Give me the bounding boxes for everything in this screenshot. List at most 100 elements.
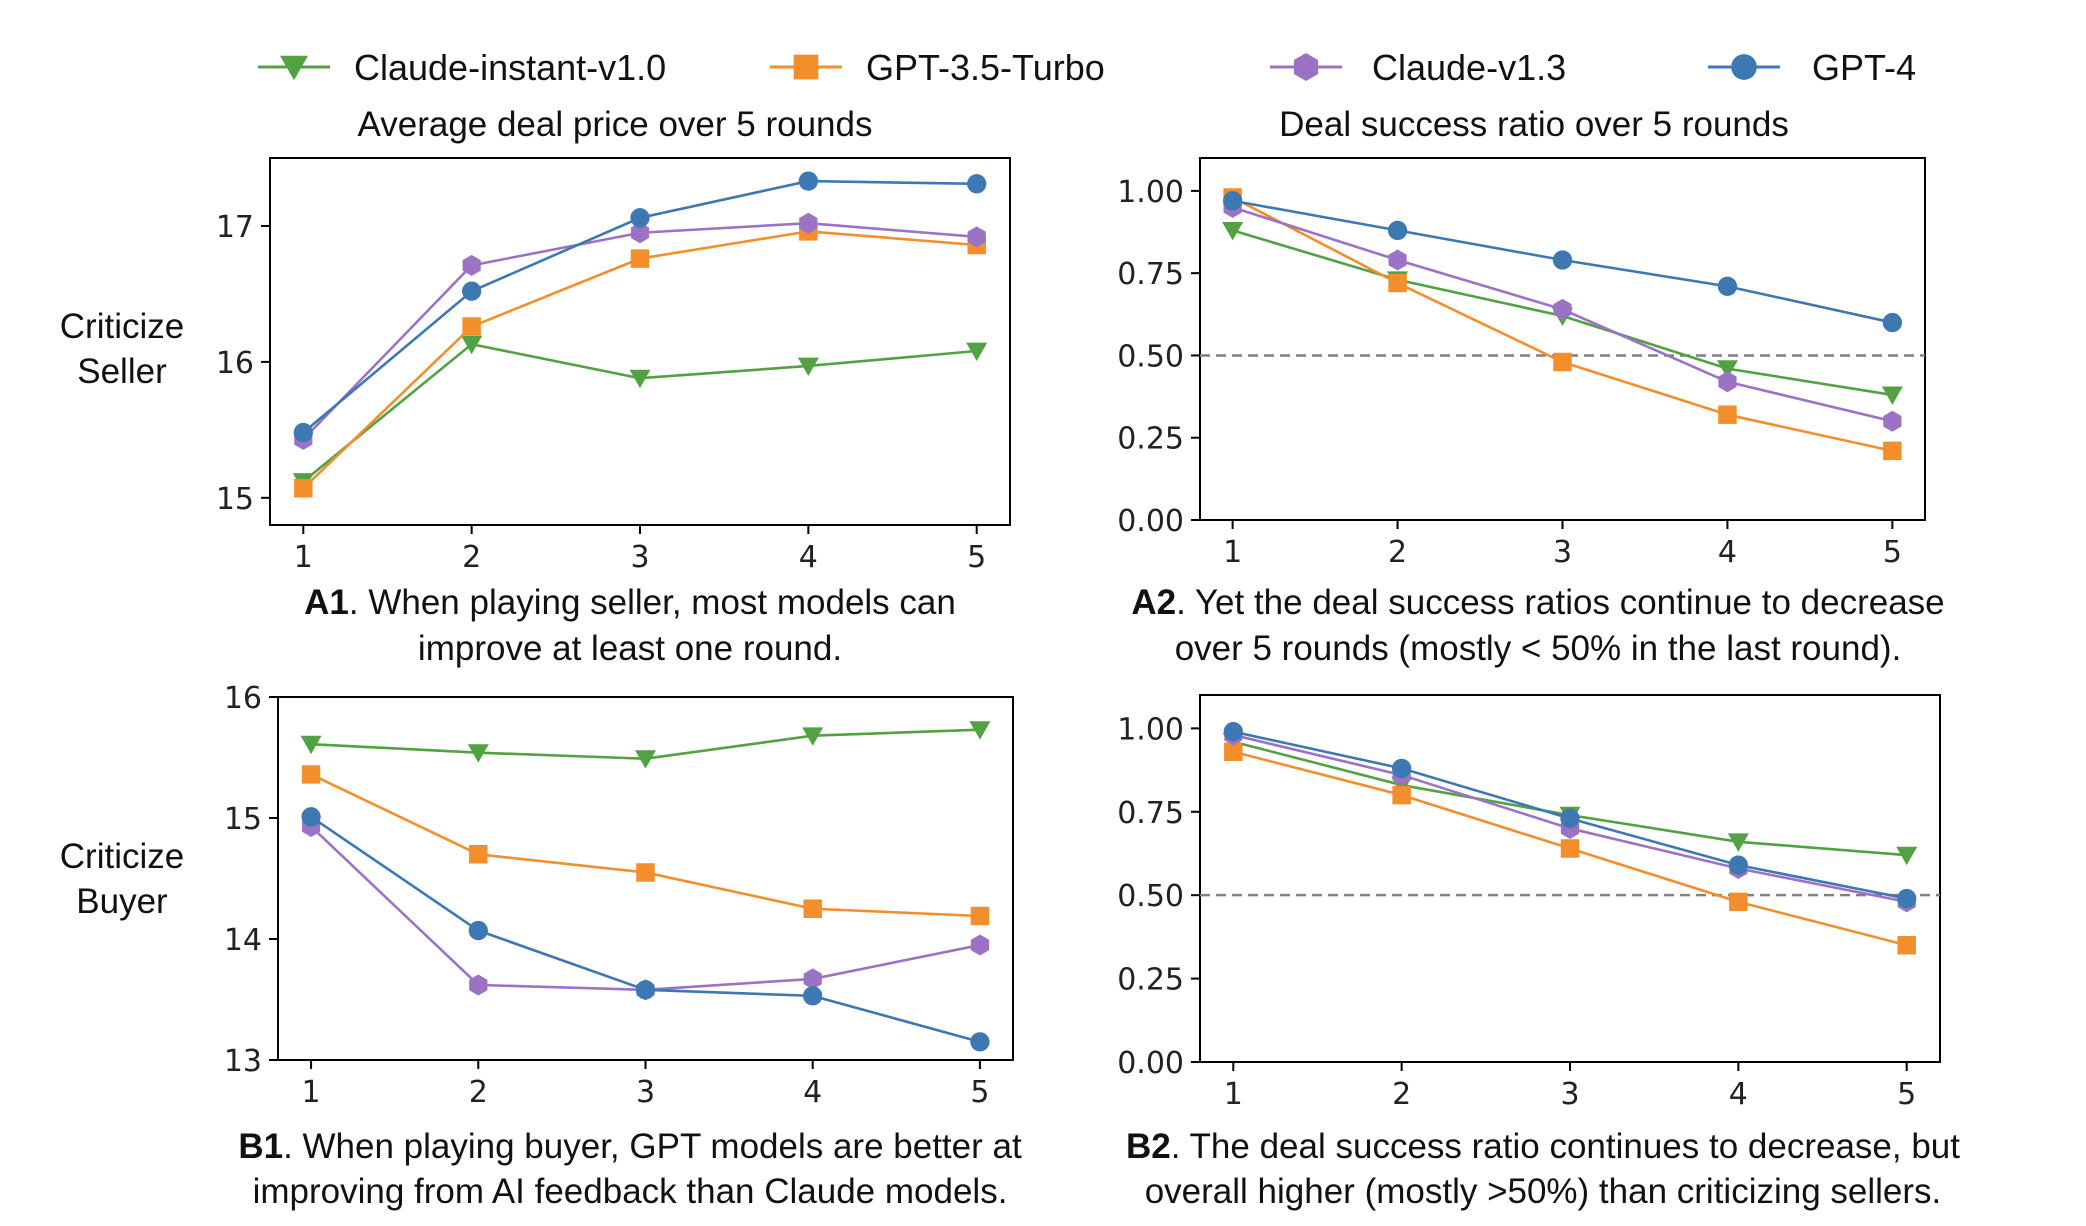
x-tick-label: 1	[1224, 1077, 1243, 1112]
data-point	[1897, 888, 1917, 909]
data-point	[803, 968, 822, 990]
series-claude-v1-3	[1223, 196, 1902, 432]
caption-a1-line2: improve at least one round.	[418, 629, 842, 668]
data-point	[293, 422, 313, 443]
x-tick-label: 2	[462, 540, 481, 575]
x-tick-label: 4	[1718, 535, 1737, 570]
row-label-buyer-line2: Buyer	[76, 882, 168, 921]
legend-marker-square	[793, 54, 819, 80]
x-tick-label: 5	[967, 540, 986, 575]
title-average-deal-price: Average deal price over 5 rounds	[358, 105, 873, 144]
data-point	[970, 906, 990, 926]
data-point	[1387, 220, 1408, 241]
x-tick-label: 4	[803, 1075, 822, 1110]
y-tick-label: 0.50	[1117, 879, 1184, 914]
data-point	[1224, 742, 1243, 761]
data-point	[1718, 371, 1737, 393]
x-tick-label: 2	[1392, 1077, 1411, 1112]
y-tick-label: 0.50	[1117, 339, 1184, 374]
data-point	[1553, 352, 1572, 372]
series-gpt-3-5-turbo	[1224, 742, 1916, 955]
caption-a1-line1: A1. When playing seller, most models can	[304, 583, 956, 622]
y-tick-label: 14	[224, 923, 262, 958]
x-tick-label: 3	[1553, 535, 1572, 570]
data-point	[970, 934, 990, 956]
legend-marker-triangle-down	[280, 55, 308, 81]
data-point	[461, 281, 482, 301]
data-point	[1717, 276, 1738, 297]
data-point	[469, 974, 488, 996]
panel-b1: 13 14 15 16 1 2 3 4 5	[224, 681, 1014, 1110]
legend-entry-gpt35: GPT-3.5-Turbo	[770, 47, 1105, 88]
data-point	[1718, 405, 1737, 424]
data-point	[300, 735, 322, 755]
data-point	[630, 208, 650, 228]
y-tick-label: 1.00	[1117, 712, 1184, 747]
series-line	[310, 825, 981, 992]
panel-a1: 15 16 17 1 2 3 4 5	[216, 157, 1011, 575]
data-point	[462, 317, 481, 336]
x-tick-label: 2	[1388, 535, 1407, 570]
data-point	[1388, 273, 1407, 293]
data-point	[636, 863, 655, 882]
caption-b1-line1: B1. When playing buyer, GPT models are b…	[238, 1127, 1022, 1166]
data-point	[630, 249, 650, 268]
y-tick-label: 16	[216, 346, 254, 381]
data-point	[799, 212, 818, 234]
data-point	[1560, 808, 1580, 829]
y-tick-label: 0.00	[1117, 1046, 1184, 1081]
plot-frame	[1199, 157, 1926, 521]
row-label-buyer-line1: Criticize	[60, 837, 184, 876]
caption-b1-line2: improving from AI feedback than Claude m…	[253, 1172, 1008, 1211]
y-tick-label: 1.00	[1117, 175, 1184, 210]
data-point	[966, 342, 988, 361]
x-tick-label: 3	[636, 1075, 655, 1110]
legend-label: Claude-v1.3	[1372, 47, 1566, 88]
x-tick-label: 4	[1729, 1077, 1748, 1112]
data-point	[1552, 250, 1573, 270]
x-tick-label: 5	[1883, 535, 1902, 570]
series-gpt-4	[293, 171, 987, 443]
legend-label: Claude-instant-v1.0	[354, 47, 666, 88]
series-line	[310, 815, 981, 1044]
data-point	[1883, 441, 1902, 461]
series-line	[310, 773, 980, 918]
data-point	[797, 357, 819, 376]
panel-a2: 0.00 0.25 0.50 0.75 1.00 1 2 3 4 5	[1117, 157, 1926, 570]
data-point	[1222, 222, 1244, 241]
x-tick-label: 2	[469, 1075, 488, 1110]
data-point	[970, 1032, 990, 1052]
data-point	[1388, 249, 1407, 271]
y-tick-label: 17	[216, 210, 254, 245]
data-point	[803, 986, 823, 1006]
series-gpt-4	[1223, 722, 1917, 909]
data-point	[967, 174, 987, 194]
data-point	[462, 254, 481, 276]
x-tick-label: 1	[302, 1075, 321, 1110]
x-tick-label: 3	[1560, 1077, 1579, 1112]
x-tick-label: 3	[630, 540, 649, 575]
data-point	[1716, 360, 1738, 379]
x-tick-label: 5	[970, 1075, 989, 1110]
data-point	[467, 744, 489, 763]
data-point	[629, 369, 651, 389]
series-gpt-4	[301, 807, 990, 1052]
caption-b2-line1: B2. The deal success ratio continues to …	[1126, 1127, 1960, 1166]
series-claude-instant-v1-0	[292, 335, 988, 492]
y-tick-label: 13	[224, 1044, 262, 1079]
data-point	[635, 980, 656, 1000]
series-gpt-3-5-turbo	[301, 765, 990, 926]
data-point	[1729, 892, 1748, 912]
data-point	[301, 765, 321, 784]
y-tick-label: 0.25	[1117, 422, 1184, 457]
x-tick-label: 4	[799, 540, 818, 575]
y-tick-label: 15	[224, 802, 262, 837]
data-point	[1553, 298, 1572, 320]
series-claude-instant-v1-0	[300, 721, 991, 769]
legend-marker-circle	[1731, 54, 1757, 80]
data-point	[468, 920, 488, 941]
panel-b2: 0.00 0.25 0.50 0.75 1.00 1 2 3 4 5	[1117, 694, 1941, 1112]
y-tick-label: 0.25	[1117, 963, 1184, 998]
data-point	[1882, 312, 1903, 333]
